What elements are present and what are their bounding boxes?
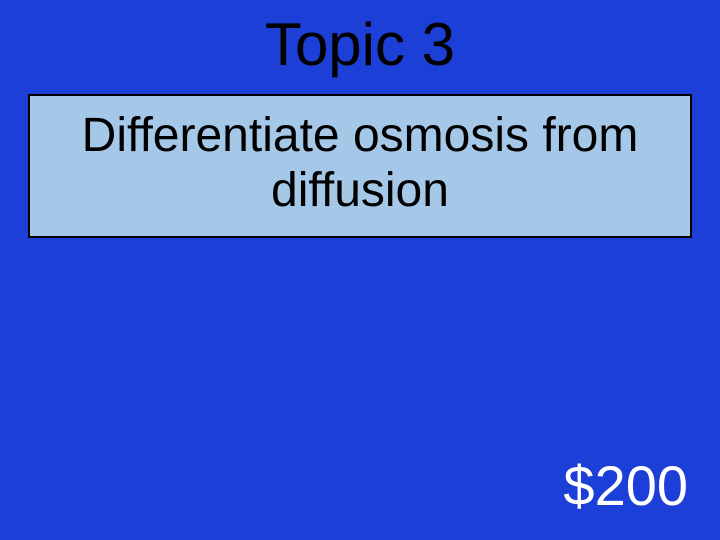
question-text: Differentiate osmosis from diffusion	[40, 108, 680, 218]
topic-title: Topic 3	[0, 0, 720, 94]
question-box: Differentiate osmosis from diffusion	[28, 94, 692, 238]
dollar-value: $200	[563, 453, 688, 518]
